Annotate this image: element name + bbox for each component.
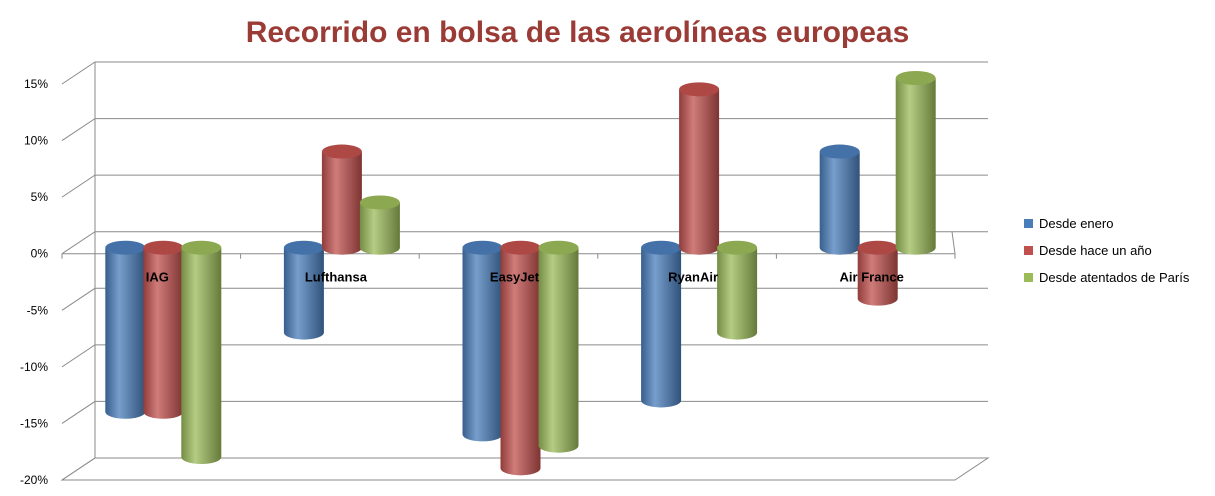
bar-ryanair-series-1 (679, 82, 720, 255)
gridline (61, 61, 988, 85)
bar-body (857, 247, 898, 306)
bar-layer (105, 71, 936, 476)
legend-item: Desde enero (1024, 210, 1189, 237)
category-label: RyanAir (668, 270, 718, 285)
category-label: Lufthansa (305, 270, 368, 285)
y-tick-label: -10% (20, 360, 48, 374)
bar-body (105, 247, 146, 419)
bar-body (359, 202, 400, 255)
legend-swatch (1024, 273, 1033, 282)
legend-swatch (1024, 246, 1033, 255)
gridline (61, 400, 988, 424)
y-tick-label: 10% (24, 134, 48, 148)
bar-body (679, 89, 720, 255)
bar-body (321, 151, 362, 255)
y-tick-label: -15% (20, 416, 48, 430)
bar-body (819, 151, 860, 255)
category-labels: IAG Lufthansa EasyJet RyanAir Air France (146, 270, 904, 285)
legend-item: Desde atentados de París (1024, 264, 1189, 291)
bar-easyjet-series-0 (462, 240, 503, 442)
bar-lufthansa-series-0 (283, 240, 324, 340)
bar-easyjet-series-2 (538, 240, 579, 453)
bar-body (462, 247, 503, 442)
bar-cap (359, 195, 400, 210)
bar-cap (143, 240, 184, 255)
bar-cap (462, 240, 503, 255)
legend-label: Desde hace un año (1039, 243, 1152, 258)
bar-cap (819, 144, 860, 159)
bar-cap (679, 82, 720, 97)
legend-item: Desde hace un año (1024, 237, 1189, 264)
floor (60, 457, 990, 481)
legend-label: Desde enero (1039, 216, 1114, 231)
bar-iag-series-2 (181, 240, 222, 465)
bar-easyjet-series-1 (500, 240, 541, 476)
legend-label: Desde atentados de París (1039, 270, 1190, 285)
bar-cap (321, 144, 362, 159)
bar-body (538, 247, 579, 453)
y-axis-tick-labels: 15% 10% 5% 0% -5% -10% -15% -20% (20, 77, 48, 487)
zero-axis-depth (951, 231, 956, 254)
legend-swatch (1024, 219, 1033, 228)
bar-cap (857, 240, 898, 255)
y-tick-label: -20% (20, 473, 48, 487)
bar-cap (283, 240, 324, 255)
bar-cap (500, 240, 541, 255)
bar-lufthansa-series-2 (359, 195, 400, 255)
y-tick-label: 15% (24, 77, 48, 91)
bar-body (641, 247, 682, 408)
category-label: Air France (840, 270, 904, 285)
bar-body (500, 247, 541, 476)
category-label: EasyJet (490, 270, 540, 285)
bar-air-france-series-0 (819, 144, 860, 255)
gridline (61, 287, 988, 311)
bar-body (181, 247, 222, 465)
bar-iag-series-1 (143, 240, 184, 419)
bar-cap (181, 240, 222, 255)
bar-cap (538, 240, 579, 255)
bar-lufthansa-series-1 (321, 144, 362, 255)
bar-ryanair-series-2 (717, 240, 758, 340)
category-label: IAG (146, 270, 169, 285)
bar-air-france-series-1 (857, 240, 898, 306)
bar-air-france-series-2 (895, 71, 936, 255)
legend: Desde enero Desde hace un año Desde atenta… (1024, 210, 1189, 291)
bar-body (895, 78, 936, 255)
bar-cap (105, 240, 146, 255)
y-tick-label: 5% (31, 190, 49, 204)
y-tick-label: -5% (27, 303, 49, 317)
bar-body (143, 247, 184, 419)
y-tick-label: 0% (31, 247, 49, 261)
bar-iag-series-0 (105, 240, 146, 419)
gridline (61, 118, 988, 141)
bar-cap (895, 71, 936, 85)
bar-body (283, 247, 324, 340)
chart-title: Recorrido en bolsa de las aerolíneas eur… (245, 16, 910, 49)
bar-cap (641, 240, 682, 255)
bar-ryanair-series-0 (641, 240, 682, 408)
bar-cap (717, 240, 758, 255)
bar-body (717, 247, 758, 340)
gridline (61, 344, 988, 368)
